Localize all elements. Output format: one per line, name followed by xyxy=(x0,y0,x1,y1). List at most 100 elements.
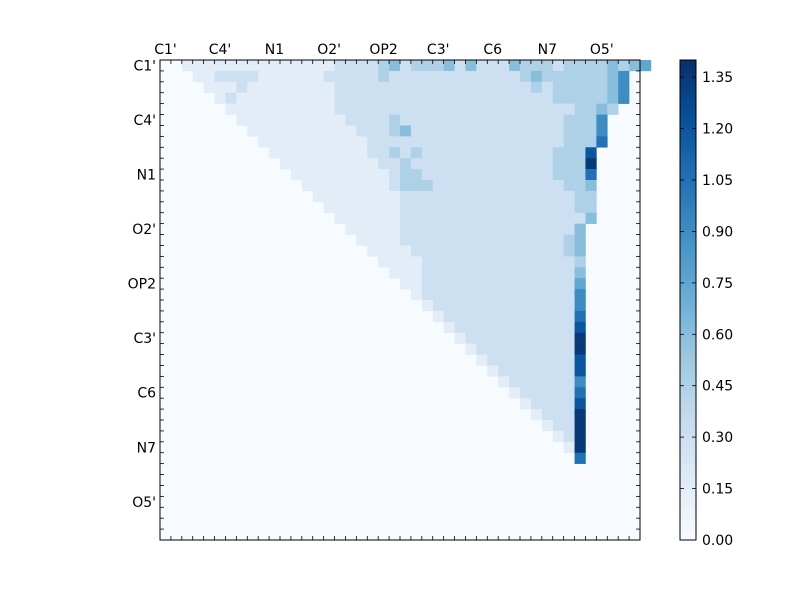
heatmap-cell xyxy=(476,223,488,235)
heatmap-cell xyxy=(509,278,521,290)
heatmap-cell xyxy=(563,398,575,410)
heatmap-cell xyxy=(574,81,586,94)
heatmap-cell xyxy=(509,114,521,126)
heatmap-cell xyxy=(389,81,401,94)
heatmap-cell xyxy=(530,201,543,214)
heatmap-cell xyxy=(421,114,434,126)
heatmap-cell xyxy=(563,169,575,181)
heatmap-cell xyxy=(520,103,532,115)
heatmap-cell xyxy=(596,136,608,148)
heatmap-cell xyxy=(367,136,379,148)
heatmap-cell xyxy=(389,234,401,246)
heatmap-cell xyxy=(541,136,554,148)
heatmap-cell xyxy=(367,60,379,72)
heatmap-cell xyxy=(498,158,510,170)
heatmap-cell xyxy=(574,201,586,214)
heatmap-cell xyxy=(410,103,423,115)
heatmap-cell xyxy=(574,92,586,104)
heatmap-cell xyxy=(378,103,390,115)
heatmap-cell xyxy=(585,103,597,115)
heatmap-cell xyxy=(585,60,597,72)
heatmap-cell xyxy=(476,256,488,268)
heatmap-cell xyxy=(236,92,248,104)
heatmap-cell xyxy=(563,376,575,388)
heatmap-cell xyxy=(476,201,488,214)
heatmap-cell xyxy=(552,365,564,377)
heatmap-cell xyxy=(520,354,532,366)
heatmap-cell xyxy=(465,180,477,192)
heatmap-cell xyxy=(596,103,608,115)
heatmap-cell xyxy=(345,60,357,72)
heatmap-cell xyxy=(509,136,521,148)
heatmap-cell xyxy=(563,81,575,94)
heatmap-cell xyxy=(400,158,412,170)
heatmap-cell xyxy=(334,201,346,214)
heatmap-cell xyxy=(410,81,423,94)
heatmap-cell xyxy=(541,158,554,170)
heatmap-cell xyxy=(498,343,510,355)
heatmap-cell xyxy=(323,147,335,159)
heatmap-cell xyxy=(509,169,521,181)
heatmap-cell xyxy=(367,114,379,126)
heatmap-cell xyxy=(487,343,499,355)
heatmap-cell xyxy=(541,409,554,421)
heatmap-cell xyxy=(552,245,564,257)
heatmap-cell xyxy=(432,60,444,72)
heatmap-cell xyxy=(585,212,597,224)
heatmap-cell xyxy=(563,387,575,399)
heatmap-cell xyxy=(574,234,586,246)
heatmap-cell xyxy=(552,343,564,355)
heatmap-cell xyxy=(421,147,434,159)
heatmap-cell xyxy=(290,81,303,94)
heatmap-cell xyxy=(356,81,368,94)
heatmap-cell xyxy=(269,147,281,159)
heatmap-cell xyxy=(530,310,543,323)
heatmap-cell xyxy=(596,70,608,83)
heatmap-cell xyxy=(563,201,575,214)
heatmap-cell xyxy=(530,70,543,83)
heatmap-cell xyxy=(530,398,543,410)
heatmap-cell xyxy=(465,114,477,126)
heatmap-cell xyxy=(203,70,215,83)
heatmap-cell xyxy=(509,180,521,192)
heatmap-cell xyxy=(345,169,357,181)
heatmap-cell xyxy=(312,114,324,126)
heatmap-cell xyxy=(323,190,335,203)
heatmap-cell xyxy=(487,114,499,126)
heatmap-cell xyxy=(574,103,586,115)
heatmap-cell xyxy=(509,289,521,301)
heatmap-cell xyxy=(541,420,554,432)
heatmap-cell xyxy=(389,223,401,235)
heatmap-cell xyxy=(454,169,466,181)
heatmap-cell xyxy=(367,190,379,203)
heatmap-cell xyxy=(269,125,281,137)
heatmap-cell xyxy=(465,300,477,312)
heatmap-cell xyxy=(454,278,466,290)
heatmap-cell xyxy=(541,60,554,72)
heatmap-cell xyxy=(400,125,412,137)
heatmap-cell xyxy=(574,267,586,279)
heatmap-cell xyxy=(421,256,434,268)
heatmap-cell xyxy=(509,300,521,312)
heatmap-cell xyxy=(563,70,575,83)
heatmap-cell xyxy=(574,256,586,268)
heatmap-cell xyxy=(290,147,303,159)
heatmap-cell xyxy=(214,81,226,94)
heatmap-cell xyxy=(301,92,314,104)
heatmap-cell xyxy=(487,201,499,214)
heatmap-cell xyxy=(400,267,412,279)
heatmap-cell xyxy=(389,147,401,159)
heatmap-cell xyxy=(378,147,390,159)
heatmap-cell xyxy=(432,125,444,137)
colorbar-tick-label: 1.20 xyxy=(702,122,733,138)
heatmap-cell xyxy=(476,70,488,83)
heatmap-cell xyxy=(443,136,455,148)
heatmap-cell xyxy=(432,81,444,94)
heatmap-cell xyxy=(541,343,554,355)
heatmap-cell xyxy=(563,441,575,454)
heatmap-cell xyxy=(334,103,346,115)
heatmap-cell xyxy=(334,125,346,137)
heatmap-cell xyxy=(225,92,237,104)
heatmap-cell xyxy=(443,158,455,170)
heatmap-cell xyxy=(192,60,204,72)
